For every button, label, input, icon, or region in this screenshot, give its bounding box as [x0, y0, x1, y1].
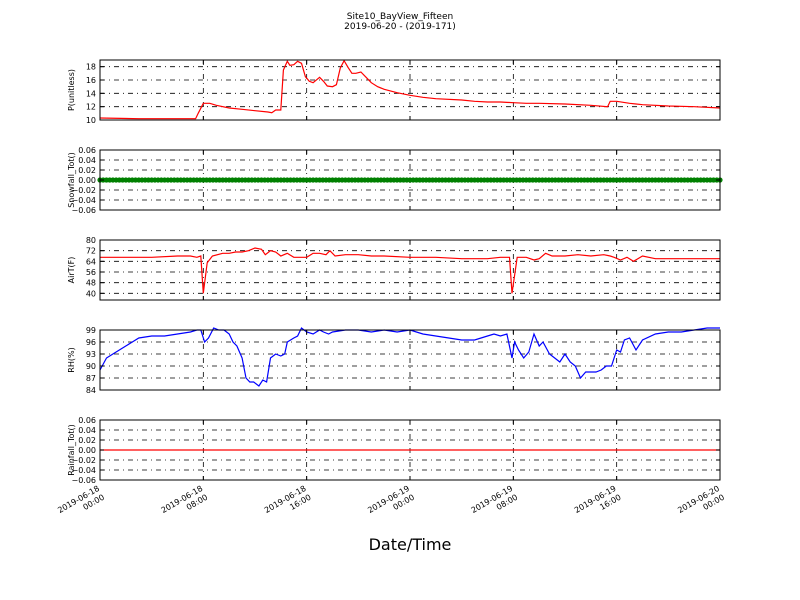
series-snowfall-markers — [97, 177, 723, 183]
y-tick-label: 80 — [86, 236, 96, 245]
y-tick-label: 84 — [86, 386, 96, 395]
y-tick-label: 48 — [86, 279, 96, 288]
y-tick-label: 0.00 — [78, 176, 96, 185]
y-tick-label: 96 — [86, 338, 96, 347]
y-tick-label: 0.06 — [78, 146, 96, 155]
y-tick-label: −0.04 — [71, 466, 96, 475]
y-tick-label: 99 — [86, 326, 96, 335]
y-tick-label: −0.02 — [71, 186, 96, 195]
y-tick-label: 64 — [86, 257, 96, 266]
y-tick-label: 18 — [86, 63, 96, 72]
subplot-4: 84 87 90 93 96 99 RH(%) — [67, 326, 721, 395]
y-tick-label: 56 — [86, 268, 96, 277]
subplot-stack: 1012141618P(unitless)−0.06−0.04−0.020.00… — [67, 59, 723, 485]
y-tick-label: −0.02 — [71, 456, 96, 465]
y-tick-label: −0.06 — [71, 476, 96, 485]
y-axis-label: Rainfall_Tot() — [67, 424, 76, 476]
y-tick-label: 93 — [86, 350, 96, 359]
y-tick-label: 0.06 — [78, 416, 96, 425]
y-tick-label: 14 — [86, 89, 96, 98]
y-axis-label: P(unitless) — [67, 69, 76, 111]
y-tick-label: 0.02 — [78, 166, 96, 175]
y-tick-label: 90 — [86, 362, 96, 371]
subplot-1: 10 12 14 16 18 P(unitless) — [67, 59, 721, 125]
series-line — [99, 59, 721, 120]
series-line — [99, 327, 720, 387]
y-tick-label: −0.06 — [71, 206, 96, 215]
y-tick-label: 0.04 — [78, 156, 96, 165]
y-axis-label: RH(%) — [67, 347, 76, 372]
y-axis-label: AirT(F) — [67, 257, 76, 284]
subplot-2: −0.06−0.04−0.020.000.020.040.06Snowfall_… — [67, 146, 723, 215]
y-tick-label: 72 — [86, 247, 96, 256]
y-tick-label: 12 — [86, 103, 96, 112]
y-axis-label: Snowfall_Tot() — [67, 152, 76, 208]
figure-title: Site10_BayView_Fifteen — [347, 12, 453, 22]
y-tick-label: 0.00 — [78, 446, 96, 455]
subplot-5: −0.06−0.04−0.020.000.020.040.06Rainfall_… — [67, 416, 721, 485]
series-line — [100, 247, 720, 294]
x-axis-label: Date/Time — [369, 535, 452, 554]
y-tick-label: 87 — [86, 374, 96, 383]
y-tick-label: 10 — [86, 116, 96, 125]
y-tick-label: −0.04 — [71, 196, 96, 205]
y-tick-label: 40 — [86, 289, 96, 298]
y-tick-label: 0.02 — [78, 436, 96, 445]
y-tick-label: 0.04 — [78, 426, 96, 435]
y-tick-label: 16 — [86, 76, 96, 85]
figure-subtitle: 2019-06-20 - (2019-171) — [344, 22, 456, 32]
